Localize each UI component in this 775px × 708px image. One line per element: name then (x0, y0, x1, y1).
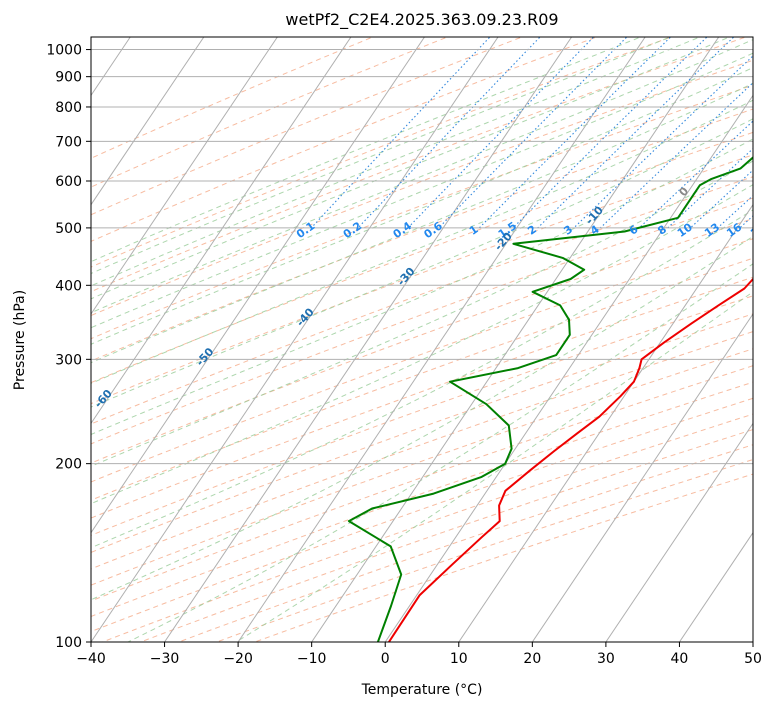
chart-title: wetPf2_C2E4.2025.363.09.23.R09 (285, 10, 558, 30)
y-tick-label: 300 (55, 352, 82, 368)
mixing-ratio-line (310, 37, 491, 229)
dry-adiabat (91, 331, 753, 570)
y-axis: 1000 900 800 700 600 500 400 300 200 100 (46, 43, 91, 651)
mixing-ratio-line (478, 37, 672, 229)
plot-frame (90, 36, 754, 643)
isotherm-line (91, 37, 205, 206)
mixing-ratio-line (512, 37, 708, 229)
moist-adiabat (91, 37, 643, 263)
y-tick-label: 1000 (46, 43, 82, 59)
x-tick-label: −40 (76, 651, 106, 667)
x-tick-label: −20 (223, 651, 253, 667)
dry-adiabat (91, 37, 449, 188)
dry-adiabat (91, 397, 753, 633)
x-tick-label: 10 (450, 651, 468, 667)
dry-adiabat (91, 218, 753, 464)
moist-adiabat (91, 39, 753, 314)
y-tick-label: 900 (55, 70, 82, 86)
x-tick-label: 20 (523, 651, 541, 667)
x-tick-label: −30 (150, 651, 180, 667)
isotherm-line (163, 37, 573, 642)
x-tick-label: −10 (297, 651, 327, 667)
y-tick-label: 200 (55, 457, 82, 473)
dry-adiabat (91, 257, 753, 501)
dry-adiabat (91, 197, 753, 445)
mixing-ratio-line (407, 37, 595, 229)
mixing-ratio-line (357, 37, 541, 229)
mixing-ratio-line (573, 55, 753, 229)
isotherm-line (678, 531, 753, 642)
x-axis-title: Temperature (°C) (361, 682, 483, 698)
moist-adiabat (91, 184, 753, 505)
isotherm-line (91, 37, 352, 425)
x-axis: −40 −30 −20 −10 0 10 20 30 40 50 (76, 642, 762, 667)
dry-adiabat (91, 37, 375, 159)
background-lines (91, 37, 753, 642)
moist-adiabat (91, 37, 672, 275)
dry-adiabat (91, 276, 753, 519)
mixing-ratio-line (667, 147, 753, 229)
dry-adiabat (91, 365, 753, 602)
isotherm-line (458, 203, 753, 642)
isotherm-line (91, 37, 278, 315)
series-layer (347, 156, 753, 642)
y-tick-label: 800 (55, 100, 82, 116)
mixing-ratio-line (438, 37, 628, 229)
isotherm-line (311, 37, 720, 642)
dry-adiabat (91, 84, 753, 340)
mixing-ratio-line (600, 81, 753, 229)
y-tick-label: 600 (55, 174, 82, 190)
dry-adiabat (91, 59, 753, 317)
isotherm-line (605, 422, 753, 642)
y-tick-label: 100 (55, 635, 82, 651)
mixing-ratio-label: 20 (748, 220, 768, 240)
y-tick-label: 700 (55, 134, 82, 150)
y-tick-label: 500 (55, 221, 82, 237)
x-tick-label: 0 (381, 651, 390, 667)
dry-adiabat (215, 458, 753, 642)
y-axis-title: Pressure (hPa) (12, 290, 28, 390)
isotherm-line (531, 313, 753, 642)
moist-adiabat (91, 118, 753, 408)
isotherm-line (237, 37, 646, 642)
isotherm-line (91, 37, 426, 534)
dewpoint-profile (347, 156, 753, 642)
dry-adiabat (91, 131, 753, 384)
x-tick-label: 30 (597, 651, 615, 667)
x-tick-label: 40 (671, 651, 689, 667)
dry-adiabat (91, 37, 673, 268)
moist-adiabat (91, 209, 753, 549)
moist-adiabat (91, 235, 753, 601)
y-tick-label: 400 (55, 278, 82, 294)
isotherm-line (384, 94, 753, 642)
x-tick-label: 50 (744, 651, 762, 667)
temperature-profile (388, 277, 753, 642)
dry-adiabat (91, 37, 748, 293)
dry-adiabat (91, 108, 753, 362)
isotherm-line (91, 37, 499, 642)
